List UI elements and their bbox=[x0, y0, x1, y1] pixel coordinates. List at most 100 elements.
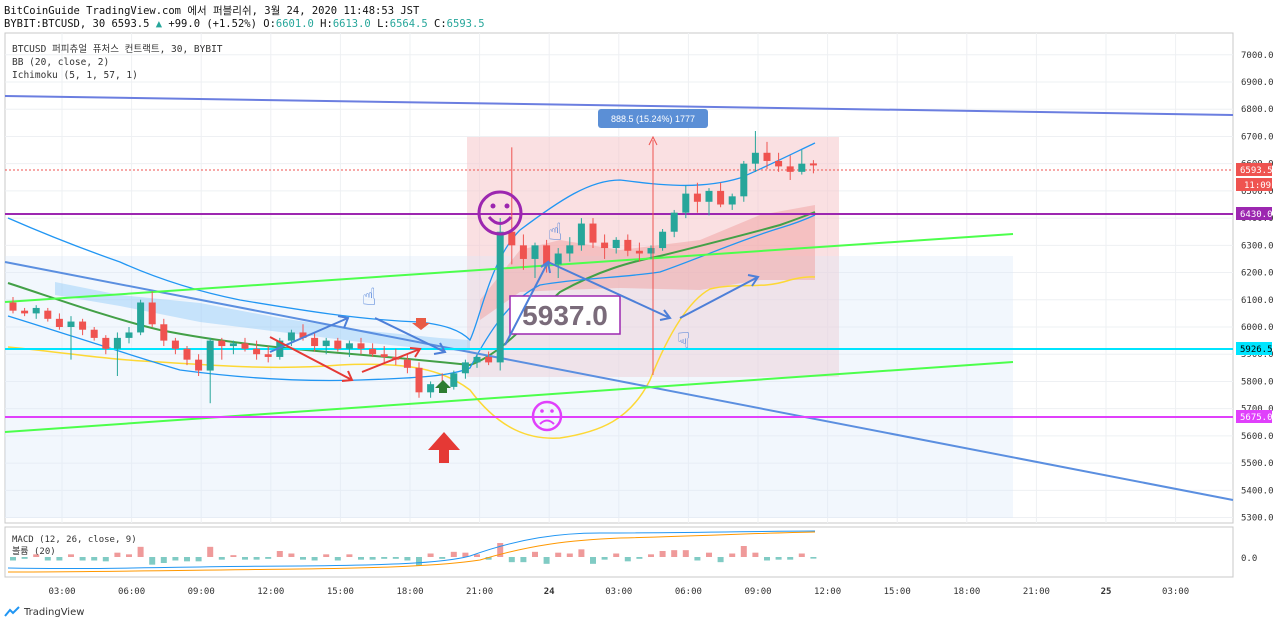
macd-bar bbox=[79, 557, 86, 561]
candle-body bbox=[44, 310, 52, 319]
macd-bar bbox=[648, 554, 654, 557]
symbol-label[interactable]: BYBIT:BTCUSD, 30 bbox=[4, 18, 106, 30]
candle-body bbox=[253, 348, 261, 355]
candle-body bbox=[635, 250, 643, 254]
pointing-hand-icon-2: ☝ bbox=[548, 218, 562, 246]
legend-ichimoku[interactable]: Ichimoku (5, 1, 57, 1) bbox=[12, 70, 138, 81]
candle-body bbox=[369, 348, 377, 355]
measure-arrowhead bbox=[648, 135, 658, 146]
macd-bar bbox=[184, 557, 190, 562]
y-tick-label: 5400.0 bbox=[1241, 486, 1274, 496]
candle-body bbox=[345, 343, 353, 349]
y-tick-label: 6700.0 bbox=[1241, 132, 1274, 142]
macd-bar bbox=[137, 546, 144, 557]
candle-body bbox=[311, 337, 319, 347]
macd-bar bbox=[578, 549, 585, 557]
x-tick-label: 12:00 bbox=[257, 587, 284, 597]
macd-bar bbox=[358, 557, 364, 560]
time-tag-text: 11:09 bbox=[1244, 181, 1271, 191]
candle-body bbox=[32, 307, 40, 314]
candle-body bbox=[206, 340, 214, 371]
macd-bar bbox=[195, 557, 202, 562]
price-tag-last bbox=[1236, 163, 1272, 176]
macd-bar bbox=[798, 553, 805, 557]
macd-bar bbox=[102, 557, 109, 562]
macd-bar bbox=[10, 557, 16, 561]
y-tick-label: 6200.0 bbox=[1241, 269, 1274, 279]
legend-bb[interactable]: BB (20, close, 2) bbox=[12, 57, 109, 68]
publish-info: BitCoinGuide TradingView.com 에서 퍼블리쉬, 3월… bbox=[4, 5, 420, 17]
volume-legend[interactable]: 볼륨 (20) bbox=[12, 546, 56, 557]
macd-pane[interactable] bbox=[4, 526, 1234, 578]
lower-green-trendline bbox=[4, 361, 1014, 433]
macd-bar bbox=[671, 550, 678, 557]
candle-body bbox=[403, 359, 411, 368]
macd-bar bbox=[450, 551, 457, 557]
candle-body bbox=[670, 212, 678, 232]
time-axis[interactable]: 03:00 06:00 09:00 12:00 15:00 18:00 21:00 24 03:… bbox=[48, 587, 1189, 597]
macd-bar bbox=[520, 557, 527, 563]
high-label: H: bbox=[320, 18, 333, 30]
macd-bar bbox=[775, 557, 782, 560]
low-value: 6564.5 bbox=[389, 18, 428, 30]
candle-body bbox=[102, 337, 110, 349]
macd-bar bbox=[369, 557, 376, 560]
macd-bar bbox=[717, 557, 724, 563]
candle-body bbox=[287, 332, 295, 341]
macd-bar bbox=[207, 546, 214, 557]
small-up-arrow-icon bbox=[435, 380, 451, 393]
price-axis[interactable]: 7000.06900.06800.06700.06600.06500.06400… bbox=[1241, 51, 1274, 524]
macd-legend[interactable]: MACD (12, 26, close, 9) bbox=[12, 535, 137, 545]
macd-bar bbox=[230, 555, 237, 557]
up-arrow-icon: ▲ bbox=[155, 18, 163, 30]
open-value: 6601.0 bbox=[275, 18, 314, 30]
macd-bar bbox=[439, 557, 446, 559]
macd-bar bbox=[381, 557, 388, 559]
macd-bar bbox=[706, 552, 712, 557]
macd-bar bbox=[740, 546, 747, 557]
footer-brand[interactable]: TradingView bbox=[24, 606, 85, 618]
candle-body bbox=[322, 340, 330, 347]
y-tick-label: 5900.0 bbox=[1241, 350, 1274, 360]
candle-body bbox=[775, 160, 783, 167]
macd-bar bbox=[532, 551, 538, 557]
macd-bar bbox=[33, 554, 40, 557]
candle-body bbox=[682, 193, 690, 213]
x-tick-label: 06:00 bbox=[118, 587, 145, 597]
close-value: 6593.5 bbox=[446, 18, 485, 30]
candle-body bbox=[763, 152, 771, 161]
kijun-green-line bbox=[7, 211, 816, 367]
ichimoku-cloud bbox=[55, 282, 470, 352]
macd-bar bbox=[392, 557, 399, 559]
y-tick-label: 5500.0 bbox=[1241, 459, 1274, 469]
candle-body bbox=[508, 231, 516, 246]
candle-body bbox=[229, 343, 237, 347]
macd-bar bbox=[543, 557, 550, 564]
macd-bar bbox=[508, 557, 515, 563]
level-tag-5926-text: 5926.5 bbox=[1240, 345, 1273, 355]
y-tick-label: 5700.0 bbox=[1241, 405, 1274, 415]
macd-bar bbox=[752, 552, 759, 557]
open-label: O: bbox=[263, 18, 276, 30]
candle-body bbox=[705, 190, 713, 202]
macd-line bbox=[7, 530, 816, 570]
candle-body bbox=[485, 356, 493, 363]
price-change: +99.0 (+1.52%) bbox=[168, 18, 257, 30]
big-up-arrow-icon bbox=[428, 432, 460, 463]
y-tick-label: 6800.0 bbox=[1241, 105, 1274, 115]
candle-body bbox=[601, 242, 609, 249]
pointing-hand-icon-3: ☟ bbox=[677, 329, 690, 354]
candle-body bbox=[183, 348, 191, 360]
macd-bar bbox=[636, 557, 643, 559]
macd-bar bbox=[729, 553, 736, 557]
x-tick-label: 06:00 bbox=[675, 587, 702, 597]
macd-bar bbox=[334, 557, 341, 561]
macd-bar bbox=[114, 552, 121, 557]
candle-body bbox=[473, 356, 481, 363]
big-price-label: 5937.0 bbox=[522, 300, 608, 331]
x-tick-label: 25 bbox=[1101, 587, 1112, 597]
x-tick-label: 09:00 bbox=[188, 587, 215, 597]
candle-body bbox=[160, 324, 168, 341]
candle-body bbox=[9, 302, 17, 311]
